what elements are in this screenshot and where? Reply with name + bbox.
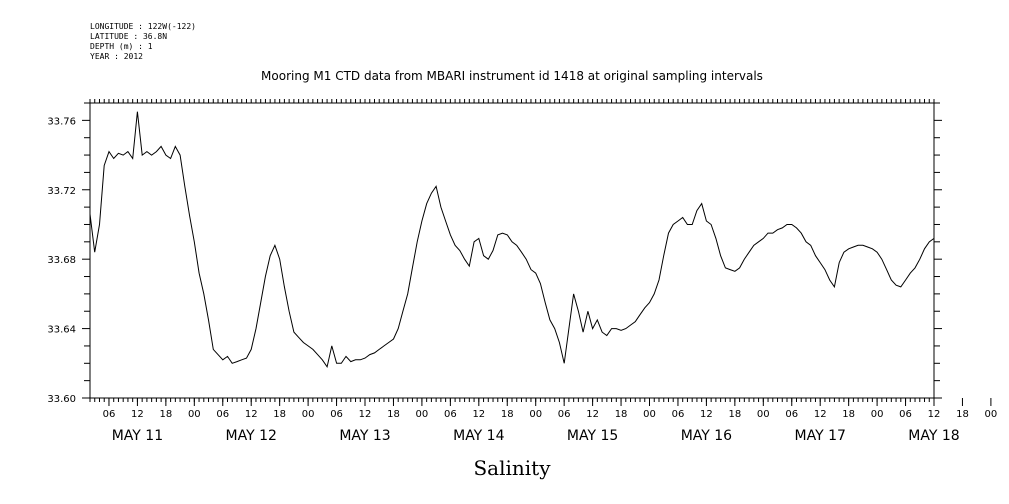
x-day-label: MAY 15 [567,428,618,444]
station-metadata: LONGITUDE : 122W(-122) LATITUDE : 36.8N … [90,22,196,62]
x-day-label: MAY 12 [226,428,277,444]
x-axis-title: Salinity [473,456,551,480]
y-tick-label: 33.72 [47,186,76,197]
longitude-text: LONGITUDE : 122W(-122) [90,22,196,31]
x-hour-tick-label: 00 [416,409,429,420]
x-hour-tick-label: 06 [216,409,229,420]
x-day-label: MAY 11 [112,428,163,444]
series-layer [89,111,935,369]
x-day-label: MAY 16 [681,428,732,444]
x-day-label: MAY 17 [795,428,846,444]
x-day-label: MAY 13 [339,428,390,444]
x-hour-tick-label: 12 [700,409,713,420]
x-hour-tick-label: 12 [586,409,599,420]
labels-layer: 06 12 18 00 06 12 18 00 06 12 18 00 06 12 18 00 06 12 18 00… [47,116,997,444]
x-hour-tick-label: 12 [472,409,485,420]
x-hour-tick-label: 00 [529,409,542,420]
year-text: YEAR : 2012 [90,52,143,61]
x-hour-tick-label: 06 [558,409,571,420]
x-hour-tick-label: 18 [387,409,400,420]
x-hour-tick-label: 18 [159,409,172,420]
x-hour-tick-label: 12 [131,409,144,420]
x-day-label: MAY 14 [453,428,504,444]
chart-title: Mooring M1 CTD data from MBARI instrumen… [261,69,763,83]
y-tick-label: 33.60 [47,394,76,405]
x-hour-tick-label: 18 [501,409,514,420]
x-hour-tick-label: 12 [928,409,941,420]
x-hour-tick-label: 12 [814,409,827,420]
y-tick-label: 33.76 [47,116,76,127]
x-hour-tick-label: 00 [188,409,201,420]
ticks-layer [82,99,992,406]
x-hour-tick-label: 06 [103,409,116,420]
x-hour-tick-label: 06 [785,409,798,420]
x-hour-tick-label: 12 [359,409,372,420]
x-day-label: MAY 18 [908,428,959,444]
x-hour-tick-label: 12 [245,409,258,420]
y-tick-label: 33.68 [47,255,76,266]
x-hour-tick-label: 18 [728,409,741,420]
latitude-text: LATITUDE : 36.8N [90,32,168,41]
x-hour-tick-label: 00 [871,409,884,420]
x-hour-tick-label: 06 [672,409,685,420]
x-hour-tick-label: 06 [899,409,912,420]
salinity-series-line [89,111,935,369]
x-hour-tick-label: 00 [643,409,656,420]
x-hour-tick-label: 18 [273,409,286,420]
y-tick-label: 33.64 [47,325,76,336]
x-hour-tick-label: 18 [842,409,855,420]
x-hour-tick-label: 18 [956,409,969,420]
x-hour-tick-label: 06 [330,409,343,420]
depth-text: DEPTH (m) : 1 [90,42,153,51]
x-hour-tick-label: 18 [615,409,628,420]
x-hour-tick-label: 00 [985,409,998,420]
x-hour-tick-label: 00 [757,409,770,420]
x-hour-tick-label: 06 [444,409,457,420]
x-hour-tick-label: 00 [302,409,315,420]
